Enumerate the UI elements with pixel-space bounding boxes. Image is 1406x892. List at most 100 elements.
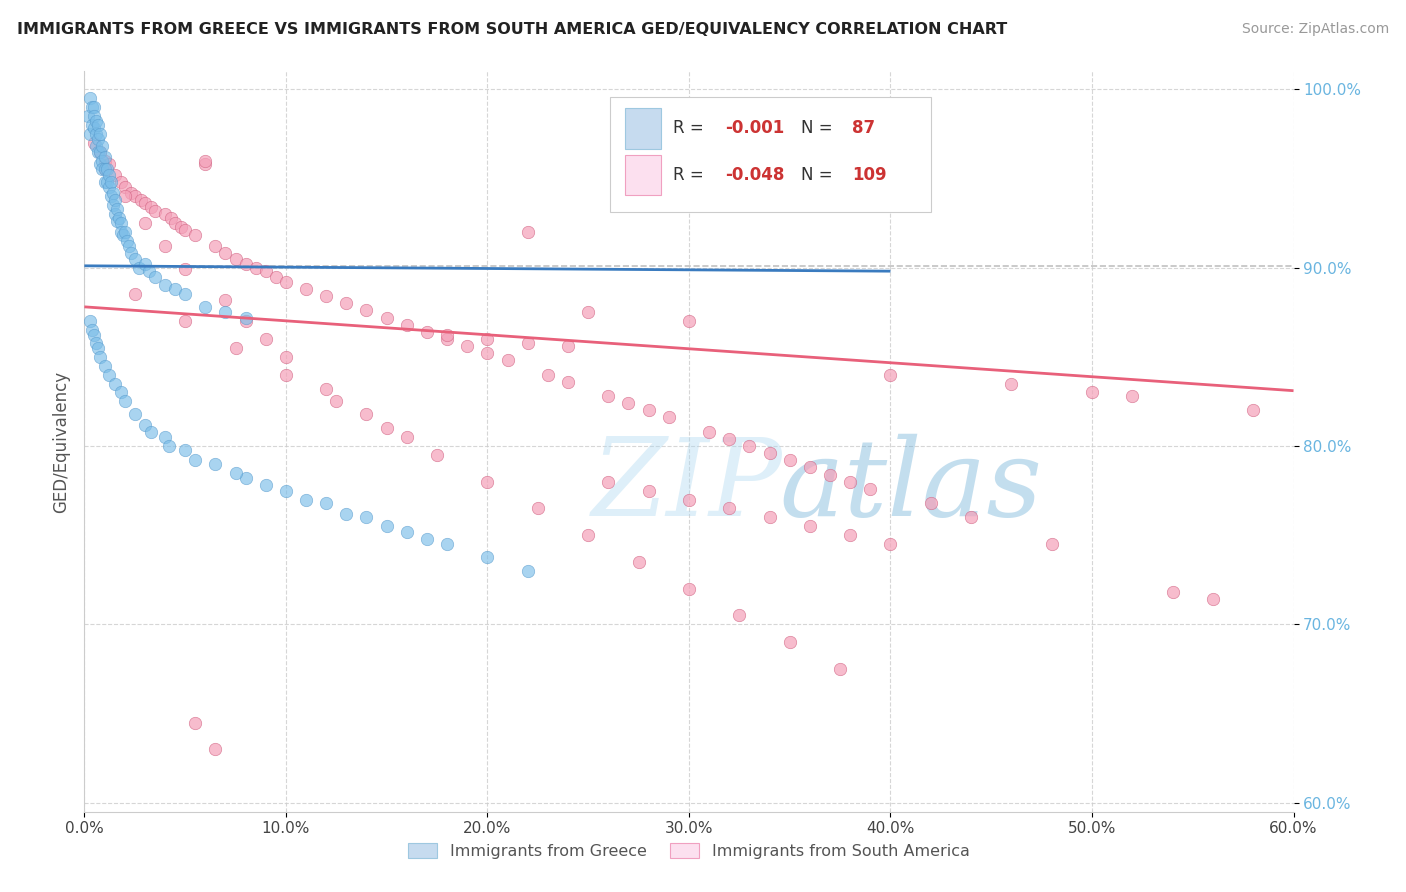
Point — [105, 202, 128, 216]
Point — [93, 153, 115, 168]
Point — [617, 396, 640, 410]
Point — [100, 189, 122, 203]
Point — [879, 368, 901, 382]
Text: IMMIGRANTS FROM GREECE VS IMMIGRANTS FROM SOUTH AMERICA GED/EQUIVALENCY CORRELAT: IMMIGRANTS FROM GREECE VS IMMIGRANTS FRO… — [17, 22, 1007, 37]
Point — [274, 483, 297, 498]
Point — [96, 162, 118, 177]
Point — [557, 375, 579, 389]
Point — [174, 287, 197, 301]
Point — [477, 549, 499, 564]
Point — [395, 524, 418, 539]
Point — [436, 328, 458, 343]
Point — [153, 278, 176, 293]
Point — [1081, 385, 1104, 400]
Point — [124, 252, 146, 266]
Point — [496, 353, 519, 368]
Point — [598, 475, 620, 489]
Point — [174, 262, 197, 277]
Point — [114, 394, 136, 409]
Point — [779, 635, 801, 649]
Point — [124, 407, 146, 421]
Point — [235, 314, 257, 328]
Point — [859, 482, 882, 496]
Point — [658, 410, 681, 425]
Point — [124, 287, 146, 301]
Point — [235, 471, 257, 485]
FancyBboxPatch shape — [624, 154, 661, 195]
Point — [165, 216, 187, 230]
Point — [107, 211, 129, 225]
Point — [82, 118, 104, 132]
Point — [325, 394, 347, 409]
Text: -0.048: -0.048 — [725, 166, 785, 184]
Point — [87, 132, 110, 146]
Point — [1040, 537, 1063, 551]
Point — [456, 339, 478, 353]
Point — [153, 207, 176, 221]
Point — [143, 203, 166, 218]
FancyBboxPatch shape — [610, 97, 931, 212]
Point — [194, 157, 217, 171]
Point — [93, 359, 115, 373]
Point — [214, 246, 236, 260]
Point — [416, 532, 439, 546]
Point — [1000, 376, 1022, 391]
Point — [274, 368, 297, 382]
Point — [274, 275, 297, 289]
Point — [204, 457, 226, 471]
Point — [91, 162, 114, 177]
Point — [375, 519, 398, 533]
Point — [120, 186, 142, 200]
Point — [143, 269, 166, 284]
Point — [1202, 592, 1225, 607]
Point — [416, 325, 439, 339]
Legend: Immigrants from Greece, Immigrants from South America: Immigrants from Greece, Immigrants from … — [408, 843, 970, 859]
Point — [83, 109, 105, 123]
Point — [335, 296, 357, 310]
Point — [97, 157, 120, 171]
Point — [124, 189, 146, 203]
Point — [738, 439, 761, 453]
Point — [91, 153, 114, 168]
Point — [697, 425, 720, 439]
Text: R =: R = — [673, 120, 709, 137]
Point — [174, 314, 197, 328]
Point — [395, 430, 418, 444]
Point — [160, 211, 183, 225]
Text: N =: N = — [801, 166, 838, 184]
Point — [115, 234, 138, 248]
Point — [110, 216, 132, 230]
Point — [516, 225, 538, 239]
Point — [254, 478, 277, 492]
Point — [728, 608, 751, 623]
Point — [93, 162, 115, 177]
Point — [174, 442, 197, 457]
Point — [89, 145, 111, 159]
Point — [315, 382, 337, 396]
Point — [779, 453, 801, 467]
Point — [839, 528, 862, 542]
Point — [477, 346, 499, 360]
Point — [295, 282, 318, 296]
Point — [557, 339, 579, 353]
Point — [87, 341, 110, 355]
Point — [637, 483, 659, 498]
Point — [110, 225, 132, 239]
Point — [356, 303, 378, 318]
Point — [1121, 389, 1143, 403]
Point — [91, 139, 114, 153]
Point — [436, 537, 458, 551]
Point — [86, 335, 108, 350]
Point — [184, 228, 207, 243]
Point — [1241, 403, 1264, 417]
Point — [93, 150, 115, 164]
Point — [82, 323, 104, 337]
Point — [128, 260, 150, 275]
Point — [86, 127, 108, 141]
Point — [799, 519, 821, 533]
Point — [114, 180, 136, 194]
Point — [395, 318, 418, 332]
Point — [839, 475, 862, 489]
Point — [89, 127, 111, 141]
Point — [101, 198, 124, 212]
